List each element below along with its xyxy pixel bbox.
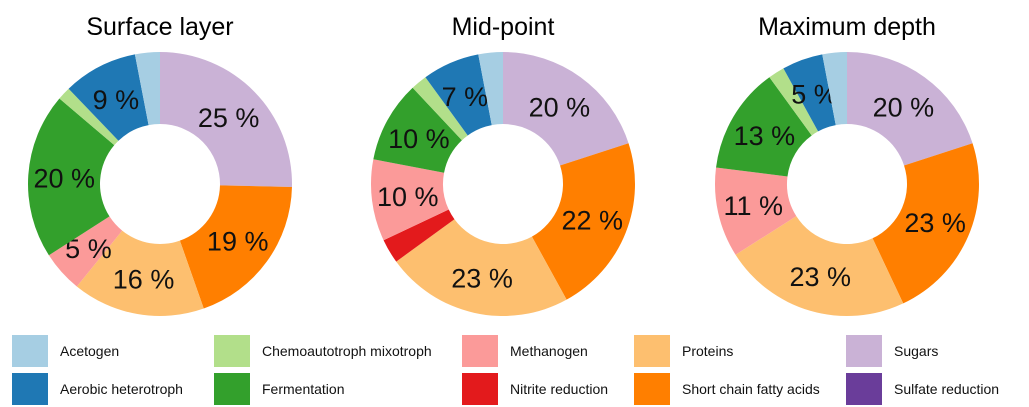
chart-title-surface-layer: Surface layer xyxy=(86,13,233,41)
legend-swatch xyxy=(846,335,882,367)
slice-short-chain-fatty-acids xyxy=(179,185,292,309)
chart-maximum-depth: 20 %23 %23 %11 %13 %5 %Maximum depth xyxy=(715,13,980,316)
slice-methanogen xyxy=(48,216,123,287)
legend-swatch xyxy=(214,373,250,405)
legend-swatch xyxy=(214,335,250,367)
slice-label-short-chain-fatty-acids: 22 % xyxy=(561,205,623,235)
slice-label-fermentation: 13 % xyxy=(734,121,796,151)
slice-methanogen xyxy=(370,159,449,241)
legend-item-aerobic-heterotroph: Aerobic heterotroph xyxy=(12,373,183,405)
legend-item-proteins: Proteins xyxy=(634,335,733,367)
legend-label: Proteins xyxy=(682,343,734,359)
chart-title-mid-point: Mid-point xyxy=(452,13,555,41)
donut-charts: 25 %19 %16 %5 %20 %9 %Surface layer 20 %… xyxy=(28,13,980,317)
chart-surface-layer: 25 %19 %16 %5 %20 %9 %Surface layer xyxy=(28,13,293,317)
slice-label-sugars: 20 % xyxy=(873,92,935,122)
slice-label-proteins: 16 % xyxy=(113,265,175,295)
slice-label-sugars: 25 % xyxy=(198,103,260,133)
legend-label: Acetogen xyxy=(60,343,120,359)
slice-label-fermentation: 20 % xyxy=(33,164,95,194)
legend-item-sugars: Sugars xyxy=(846,335,938,367)
legend-item-chemoautotroph-mixotroph: Chemoautotroph mixotroph xyxy=(214,335,432,367)
legend-item-short-chain-fatty-acids: Short chain fatty acids xyxy=(634,373,820,405)
legend-item-acetogen: Acetogen xyxy=(12,335,119,367)
legend-item-methanogen: Methanogen xyxy=(462,335,588,367)
slice-sugars xyxy=(503,52,629,166)
slice-acetogen xyxy=(822,52,847,126)
legend: Acetogen Aerobic heterotroph Chemoautotrop… xyxy=(0,332,1029,407)
slice-methanogen xyxy=(715,167,797,255)
legend-label: Fermentation xyxy=(262,381,345,397)
legend-label: Nitrite reduction xyxy=(510,381,609,397)
slice-sugars xyxy=(160,52,293,187)
slice-nitrite-reduction xyxy=(383,209,455,262)
slice-label-methanogen: 10 % xyxy=(377,182,439,212)
slice-fermentation xyxy=(28,98,115,256)
slice-proteins xyxy=(396,219,567,316)
slice-short-chain-fatty-acids xyxy=(872,143,980,304)
legend-label: Sulfate reduction xyxy=(894,381,1000,397)
legend-swatch xyxy=(462,335,498,367)
slice-short-chain-fatty-acids xyxy=(531,143,636,300)
chart-mid-point: 20 % 22 % 23 % 10 % 10 % 7 % Mid-point xyxy=(370,13,636,316)
slice-chemoautotroph-mixotroph xyxy=(769,68,819,136)
slice-proteins xyxy=(735,216,904,316)
chart-title-maximum-depth: Maximum depth xyxy=(758,13,936,41)
legend-swatch xyxy=(12,335,48,367)
slice-label-proteins: 23 % xyxy=(451,264,513,294)
legend-item-sulfate-reduction: Sulfate reduction xyxy=(846,373,999,405)
legend-label: Chemoautotroph mixotroph xyxy=(262,343,432,359)
slice-label-short-chain-fatty-acids: 19 % xyxy=(207,226,269,256)
legend-swatch xyxy=(634,335,670,367)
legend-swatch xyxy=(846,373,882,405)
slice-aerobic-heterotroph xyxy=(783,54,836,132)
legend-label: Methanogen xyxy=(510,343,588,359)
slice-sugars xyxy=(847,52,973,166)
legend-label: Short chain fatty acids xyxy=(682,381,820,397)
slice-acetogen xyxy=(134,52,160,126)
slice-chemoautotroph-mixotroph xyxy=(59,88,119,146)
slice-label-sugars: 20 % xyxy=(529,92,591,122)
legend-label: Sugars xyxy=(894,343,939,359)
slice-label-fermentation: 10 % xyxy=(388,124,450,154)
slice-label-methanogen: 11 % xyxy=(724,191,784,221)
slice-proteins xyxy=(76,230,204,317)
slice-label-aerobic-heterotroph: 7 % xyxy=(442,82,489,112)
slice-fermentation xyxy=(373,87,462,173)
legend-label: Aerobic heterotroph xyxy=(60,381,183,397)
slice-aerobic-heterotroph xyxy=(68,54,149,141)
legend-swatch xyxy=(12,373,48,405)
legend-swatch xyxy=(462,373,498,405)
legend-item-fermentation: Fermentation xyxy=(214,373,344,405)
slice-fermentation xyxy=(716,77,812,177)
slice-label-short-chain-fatty-acids: 23 % xyxy=(904,208,966,238)
slice-acetogen xyxy=(478,52,503,126)
legend-item-nitrite-reduction: Nitrite reduction xyxy=(462,373,608,405)
legend-swatch xyxy=(634,373,670,405)
slice-label-aerobic-heterotroph: 9 % xyxy=(93,85,140,115)
slice-aerobic-heterotroph xyxy=(425,54,492,136)
slice-chemoautotroph-mixotroph xyxy=(412,77,468,141)
slice-label-proteins: 23 % xyxy=(789,262,851,292)
